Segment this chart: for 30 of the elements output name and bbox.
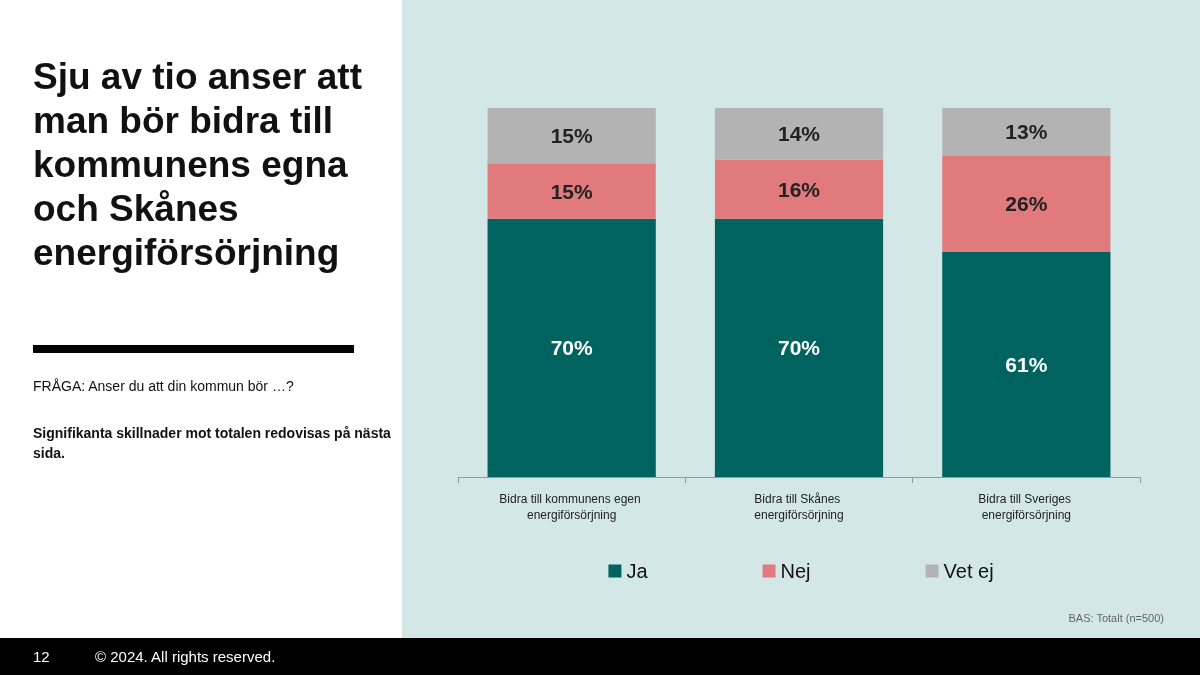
text: Sju av tio anser att man bör bidra till kommunens egna och Skånes energiförsörjning <box>33 55 363 275</box>
legend-label: Ja <box>626 560 649 582</box>
bar <box>714 108 884 160</box>
text: FRÅGA: Anser du att din kommun bör …? <box>33 378 295 394</box>
x-tick-label: Bidra till kommunens egen energiförsörjning <box>499 492 645 522</box>
bar <box>942 108 1111 156</box>
x-tick-label: Bidra till Skånes energiförsörjning <box>754 492 844 522</box>
legend-label: Nej <box>780 560 811 582</box>
data-label: 70% <box>777 336 821 360</box>
bar <box>942 155 1111 252</box>
data-label: 70% <box>550 336 594 360</box>
data-label: 15% <box>550 179 594 203</box>
data-label: 13% <box>1005 120 1048 144</box>
data-label: 26% <box>1005 192 1048 216</box>
legend-label: Vet ej <box>943 560 994 582</box>
text: 12 <box>33 648 50 665</box>
text: BAS: Totalt (n=500) <box>1068 612 1164 624</box>
data-label: 14% <box>777 122 821 146</box>
text: Signifikanta skillnader mot totalen redovisas på nästa sida. <box>33 424 392 463</box>
data-label: 16% <box>777 177 821 201</box>
text: © 2024. All rights reserved. <box>95 648 276 665</box>
bar <box>942 251 1111 477</box>
bar <box>714 218 884 477</box>
data-label: 15% <box>550 124 594 148</box>
data-label: 61% <box>1005 352 1048 376</box>
bar <box>487 108 656 164</box>
bar <box>714 159 884 219</box>
bar <box>487 218 656 477</box>
x-tick-label: Bidra till Sveriges energiförsörjning <box>978 492 1075 522</box>
bar <box>487 163 656 219</box>
